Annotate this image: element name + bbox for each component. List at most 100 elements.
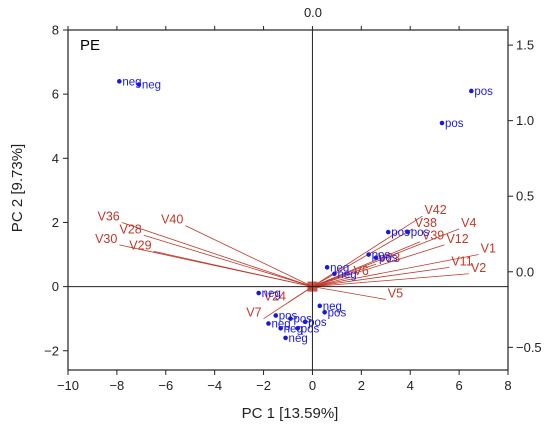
score-label: pos <box>328 307 347 319</box>
score-label: pos <box>474 86 493 98</box>
loading-label: V1 <box>481 242 496 256</box>
loading-label: V42 <box>424 203 446 217</box>
score-point <box>366 252 371 257</box>
loading-vector <box>312 276 352 287</box>
x-tick-label: −10 <box>57 378 79 393</box>
x-tick-label: −6 <box>158 378 173 393</box>
y-tick-label: 8 <box>52 23 59 38</box>
axes-frame <box>67 29 509 371</box>
score-point <box>136 82 142 87</box>
score-point <box>266 321 271 326</box>
loading-label: V40 <box>161 213 183 227</box>
score-point <box>469 88 474 94</box>
y-tick-label: 0 <box>52 279 59 294</box>
loading-label: V29 <box>129 238 151 252</box>
loading-label: V30 <box>95 232 117 246</box>
loading-label: V5 <box>388 286 403 300</box>
score-label: pos <box>411 227 430 239</box>
score-label: neg <box>262 288 281 300</box>
score-point <box>283 335 288 341</box>
score-label: pos <box>301 323 320 335</box>
score-point <box>317 303 323 309</box>
loading-label: V7 <box>246 306 261 320</box>
loading-label: V2 <box>471 261 486 275</box>
score-label: pos <box>445 118 464 130</box>
y-tick-label: 2 <box>52 215 59 230</box>
y-axis-title: PC 2 [9.73%] <box>9 144 26 232</box>
score-label: neg <box>337 269 356 281</box>
loading-vector <box>143 234 313 287</box>
x-tick-label: 2 <box>358 378 365 393</box>
loading-vector <box>312 286 386 300</box>
right-y-tick-label: 1.0 <box>516 113 534 128</box>
loading-vector <box>312 263 377 287</box>
y-tick-label: 4 <box>52 151 59 166</box>
score-point <box>385 229 391 235</box>
axis-ticks: −10 −8 −6 −4 −2 0 2 4 6 8 −2 0 2 4 6 8 −0.5 0.0 0.5 1.0 1.5 <box>44 23 542 394</box>
score-point <box>439 120 445 126</box>
loading-label: V24 <box>264 290 286 304</box>
panel-label: PE <box>80 37 100 54</box>
score-point <box>256 290 261 296</box>
loading-vector <box>312 215 423 287</box>
loading-vector <box>312 228 413 287</box>
y-tick-label: −2 <box>44 343 59 358</box>
loading-vector <box>153 250 313 287</box>
right-y-tick-label: 1.5 <box>516 38 534 53</box>
right-y-tick-label: 0.5 <box>516 189 534 204</box>
loading-label: V6 <box>354 264 369 278</box>
right-y-tick-label: −0.5 <box>516 340 542 355</box>
score-point <box>295 326 301 331</box>
loading-vector <box>312 266 450 287</box>
score-point <box>273 313 279 318</box>
score-point <box>405 229 411 235</box>
loading-vector <box>121 222 313 287</box>
score-label: pos <box>379 253 398 265</box>
score-label: neg <box>271 318 290 330</box>
score-label: neg <box>330 262 349 274</box>
x-tick-label: 4 <box>407 378 414 393</box>
y-tick-label: 6 <box>52 87 59 102</box>
score-label: pos <box>279 310 298 322</box>
loading-label: V28 <box>120 222 142 236</box>
score-label: pos <box>391 227 410 239</box>
loading-vector <box>312 244 445 287</box>
x-tick-label: 8 <box>504 378 511 393</box>
score-point <box>302 319 308 325</box>
score-label: neg <box>289 333 308 345</box>
loading-vector <box>312 241 421 287</box>
loading-vector <box>263 286 313 320</box>
x-tick-label: 6 <box>455 378 462 393</box>
x-tick-label: −4 <box>207 378 222 393</box>
score-point <box>288 316 293 321</box>
loading-vector <box>312 273 469 288</box>
loading-label: V23 <box>378 251 400 265</box>
score-label: neg <box>142 80 161 92</box>
score-point <box>117 79 122 84</box>
top-axis-label: 0.0 <box>304 5 322 20</box>
x-axis-title: PC 1 [13.59%] <box>242 405 339 422</box>
loading-label: V39 <box>422 229 444 243</box>
loading-label: V38 <box>415 216 437 230</box>
score-label: neg <box>122 76 141 88</box>
score-point <box>324 265 330 270</box>
loading-label: V36 <box>98 209 120 223</box>
right-y-tick-label: 0.0 <box>516 264 534 279</box>
loading-vector <box>185 225 313 287</box>
loading-label: V11 <box>451 254 472 268</box>
score-point <box>322 309 327 315</box>
loading-vector <box>312 254 479 287</box>
score-point <box>332 271 337 277</box>
x-tick-label: −8 <box>109 378 124 393</box>
x-tick-label: −2 <box>256 378 271 393</box>
plot-frame <box>67 29 509 371</box>
loading-label: V12 <box>446 232 468 246</box>
x-tick-label: 0 <box>309 378 316 393</box>
loading-vector <box>312 228 460 287</box>
score-label: pos <box>293 314 312 326</box>
loading-label: V4 <box>461 216 476 230</box>
